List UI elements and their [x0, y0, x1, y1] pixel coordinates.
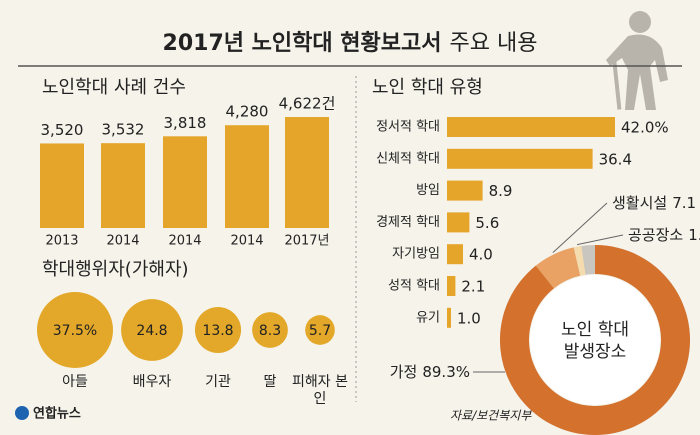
leader-line	[552, 202, 608, 253]
x-tick-label: 2013	[45, 234, 78, 249]
bar	[447, 212, 470, 233]
bubble	[252, 312, 288, 348]
category-label: 딸	[263, 374, 277, 390]
bar	[163, 136, 207, 228]
value-label: 13.8	[202, 323, 233, 339]
donut-segment	[573, 245, 586, 276]
donut-title: 발생장소	[564, 342, 627, 362]
bubble	[305, 315, 335, 345]
bar	[447, 244, 463, 265]
category-label-box: 피해자 본인	[292, 374, 348, 407]
bar	[40, 143, 84, 228]
donut-title: 노인 학대	[561, 320, 629, 340]
subtitle: 주요 내용	[449, 31, 537, 56]
value-label: 5.7	[309, 323, 331, 339]
category-label: 피해자 본인	[292, 374, 348, 407]
title: 2017년 노인학대 현황보고서	[163, 31, 442, 56]
bar	[447, 276, 456, 296]
logo: 연합뉴스	[33, 406, 81, 422]
value-label: 8.3	[259, 323, 281, 339]
category-label: 가정	[390, 363, 418, 381]
value-label: 1.0	[457, 309, 481, 327]
value-label: 42.0%	[621, 119, 669, 137]
bar	[447, 117, 615, 137]
value-label: 89.3%	[422, 363, 470, 381]
value-label: 24.8	[136, 323, 167, 339]
x-tick-label: 2014	[106, 234, 139, 249]
category-label: 유기	[416, 310, 440, 325]
value-label: 7.1	[672, 194, 696, 212]
logo-icon	[15, 406, 29, 420]
donut-segment	[535, 247, 581, 289]
category-label-box: 배우자	[132, 374, 172, 390]
value-label: 36.4	[599, 150, 632, 168]
elderly-icon	[606, 11, 668, 110]
category-label-box: 아들	[62, 374, 88, 390]
value-label: 4,622건	[279, 95, 336, 113]
category-label: 경제적 학대	[376, 215, 440, 230]
chart-title: 노인 학대 유형	[372, 77, 483, 98]
segment-label: 가정 89.3%	[390, 363, 470, 381]
chart-title: 학대행위자(가해자)	[42, 259, 189, 280]
value-label: 3,818	[164, 114, 207, 132]
value-label: 37.5%	[53, 323, 97, 339]
category-label: 자기방임	[392, 247, 440, 262]
bar	[101, 143, 145, 228]
value-label: 2.1	[461, 278, 485, 296]
category-label-box: 기관	[205, 374, 231, 390]
bar	[447, 307, 451, 328]
bar	[285, 117, 329, 228]
x-tick-label: 2017년	[284, 234, 329, 249]
category-label: 성적 학대	[388, 279, 440, 294]
value-label: 3,520	[41, 121, 84, 139]
value-label: 1.3	[688, 226, 700, 244]
bubble	[194, 306, 242, 354]
category-label-box: 딸	[263, 374, 277, 390]
value-label: 4.0	[469, 246, 493, 264]
category-label: 아들	[62, 374, 88, 390]
category-label: 정서적 학대	[376, 120, 440, 135]
x-tick-label: 2014	[230, 234, 263, 249]
value-label: 5.6	[475, 214, 499, 232]
segment-label: 공공장소 1.3	[628, 226, 700, 244]
value-label: 8.9	[489, 182, 513, 200]
page-title: 2017년 노인학대 현황보고서 주요 내용	[163, 31, 538, 56]
x-tick-label: 2014	[168, 234, 201, 249]
category-label: 생활시설	[612, 194, 667, 212]
category-label: 기관	[205, 374, 231, 390]
bubble	[121, 299, 183, 361]
source: 자료/보건복지부	[450, 409, 532, 423]
bar	[225, 125, 269, 228]
category-label: 신체적 학대	[376, 151, 440, 166]
category-label: 방임	[416, 183, 440, 198]
value-label: 4,280	[226, 103, 269, 121]
segment-label: 생활시설 7.1	[612, 194, 696, 212]
leader-line	[577, 234, 624, 246]
bar	[447, 148, 593, 169]
donut-center	[530, 275, 660, 405]
bar	[447, 180, 483, 201]
bubble	[37, 292, 113, 368]
chart-title: 노인학대 사례 건수	[42, 77, 186, 98]
value-label: 3,532	[102, 121, 145, 139]
category-label: 공공장소	[628, 226, 683, 244]
category-label: 배우자	[132, 374, 172, 390]
donut-segment	[500, 245, 690, 435]
